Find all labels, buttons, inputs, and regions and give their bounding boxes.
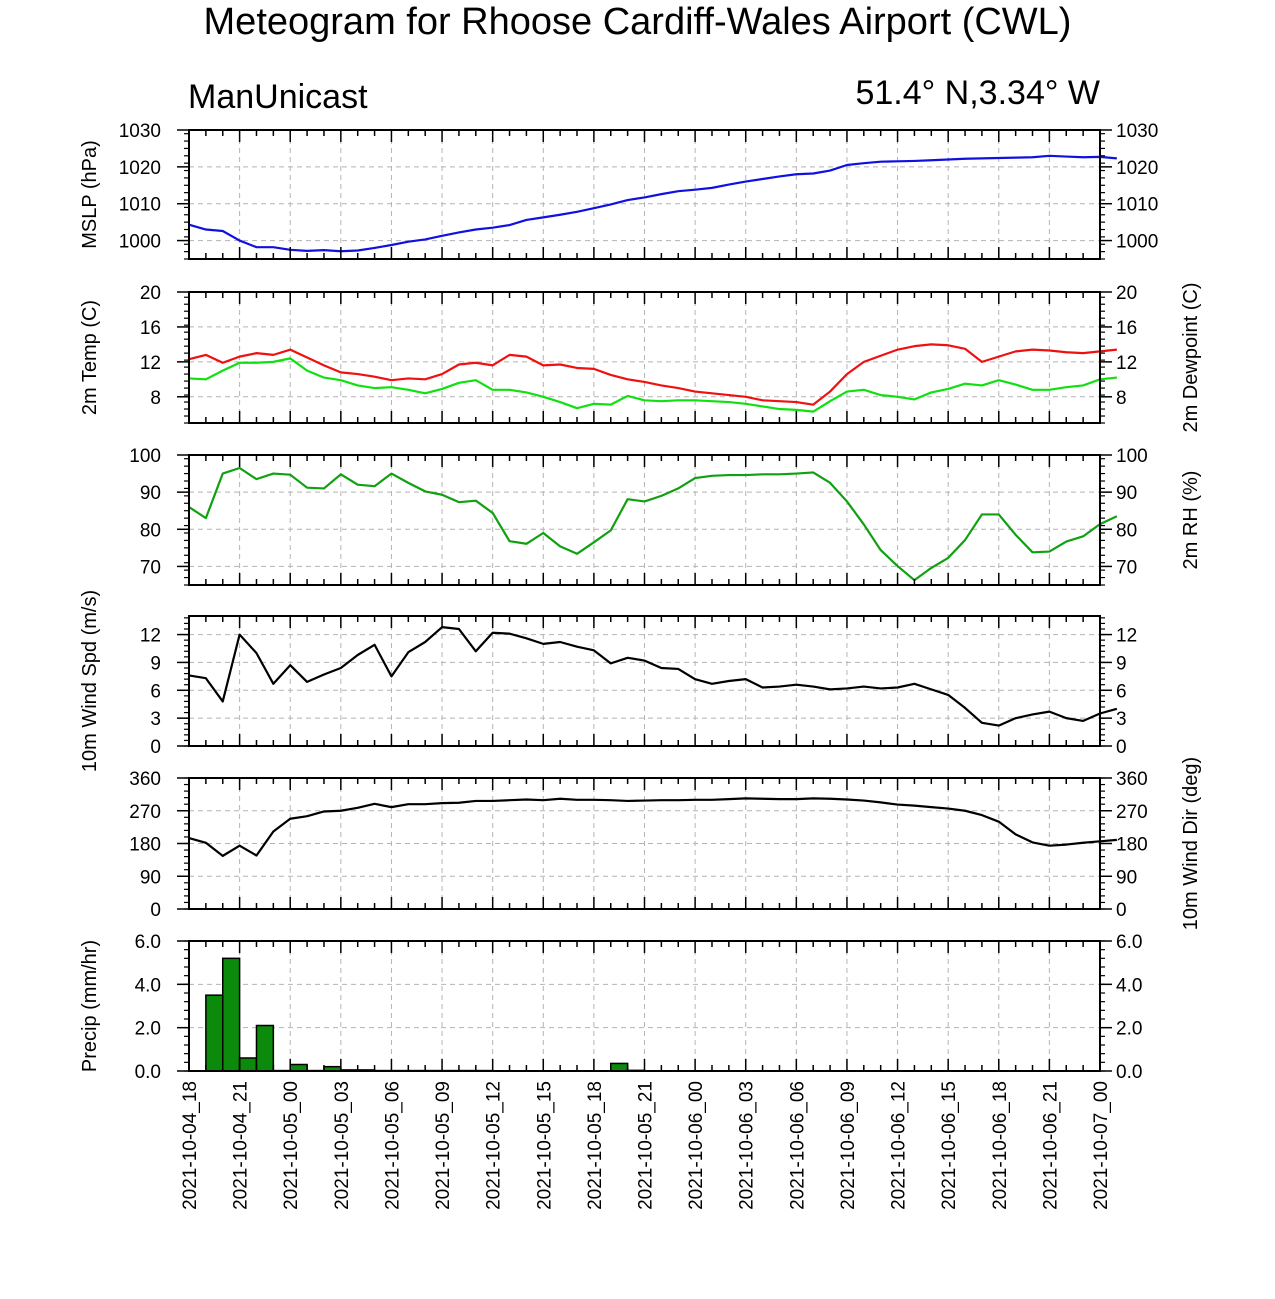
y-tick-label-left: 4.0 bbox=[135, 975, 161, 996]
y-axis-title-left: 10m Wind Spd (m/s) bbox=[79, 590, 101, 772]
y-tick-label-left: 90 bbox=[140, 867, 161, 888]
y-tick-label-left: 100 bbox=[129, 446, 161, 467]
precip-bar bbox=[205, 994, 224, 1072]
x-tick-label: 2021-10-06_00 bbox=[686, 1081, 707, 1210]
panel-6: 0.0 0.0 2.0 2.0 4.0 4.0 6.0 6.0 Precip (mm/hr) bbox=[79, 932, 1142, 1083]
panel-5: 0 0 90 90 180 180 270 270 360 360 10m Wind Dir (de… bbox=[129, 757, 1202, 930]
x-tick-label: 2021-10-05_12 bbox=[484, 1081, 505, 1210]
series-line-1 bbox=[188, 797, 1117, 857]
y-axis-title-left: Precip (mm/hr) bbox=[79, 940, 101, 1072]
location-label: 51.4° N,3.34° W bbox=[855, 74, 1100, 112]
x-tick-label: 2021-10-06_15 bbox=[939, 1081, 960, 1210]
series-line-1 bbox=[188, 466, 1118, 582]
y-tick-label-right: 1020 bbox=[1116, 158, 1158, 179]
y-tick-label-left: 270 bbox=[129, 802, 161, 823]
series-line-1 bbox=[188, 626, 1118, 727]
y-tick-label-right: 6 bbox=[1116, 681, 1127, 702]
y-tick-label-right: 1000 bbox=[1116, 232, 1158, 253]
y-tick-label-left: 1010 bbox=[119, 195, 161, 216]
y-tick-label-right: 180 bbox=[1116, 835, 1148, 856]
panel-1: 1000 1000 1010 1010 1020 1020 1030 1030 MSLP (hP… bbox=[79, 121, 1158, 260]
x-tick-label: 2021-10-06_03 bbox=[737, 1081, 758, 1210]
y-tick-label-right: 4.0 bbox=[1116, 975, 1142, 996]
y-tick-label-left: 9 bbox=[150, 653, 161, 674]
y-tick-label-left: 90 bbox=[140, 483, 161, 504]
y-tick-label-right: 12 bbox=[1116, 353, 1137, 374]
precip-bar bbox=[255, 1024, 275, 1072]
y-axis-title-left: 2m Temp (C) bbox=[79, 300, 101, 415]
y-tick-label-left: 3 bbox=[150, 709, 161, 730]
y-tick-label-right: 1010 bbox=[1116, 195, 1158, 216]
y-tick-label-left: 0 bbox=[150, 737, 161, 758]
x-tick-label: 2021-10-05_09 bbox=[433, 1081, 454, 1210]
y-tick-label-left: 12 bbox=[140, 353, 161, 374]
y-tick-label-right: 20 bbox=[1116, 283, 1137, 304]
x-tick-label: 2021-10-05_06 bbox=[382, 1081, 403, 1210]
series-line-2 bbox=[188, 357, 1117, 413]
y-tick-label-right: 0 bbox=[1116, 900, 1127, 921]
y-tick-label-right: 6.0 bbox=[1116, 932, 1142, 953]
y-tick-label-right: 16 bbox=[1116, 318, 1137, 339]
y-tick-label-right: 1030 bbox=[1116, 121, 1158, 142]
y-axis-title-right: 2m Dewpoint (C) bbox=[1180, 282, 1202, 432]
y-tick-label-left: 1020 bbox=[119, 158, 161, 179]
y-tick-label-left: 1000 bbox=[119, 232, 161, 253]
series-line-1 bbox=[188, 343, 1117, 406]
precip-bar bbox=[238, 1057, 258, 1072]
x-tick-label: 2021-10-06_09 bbox=[838, 1081, 859, 1210]
y-tick-label-right: 2.0 bbox=[1116, 1019, 1142, 1040]
y-axis-title-right: 10m Wind Dir (deg) bbox=[1180, 757, 1202, 930]
y-axis-title-left: MSLP (hPa) bbox=[79, 140, 101, 249]
x-tick-label: 2021-10-06_21 bbox=[1040, 1081, 1061, 1210]
y-tick-label-left: 1030 bbox=[119, 121, 161, 142]
y-tick-label-left: 8 bbox=[150, 388, 161, 409]
y-tick-label-left: 180 bbox=[129, 835, 161, 856]
y-tick-label-left: 0.0 bbox=[135, 1062, 161, 1083]
y-tick-label-left: 80 bbox=[140, 520, 161, 541]
y-tick-label-right: 9 bbox=[1116, 653, 1127, 674]
y-tick-label-left: 6.0 bbox=[135, 932, 161, 953]
x-tick-label: 2021-10-05_03 bbox=[332, 1081, 353, 1210]
y-tick-label-right: 360 bbox=[1116, 769, 1148, 790]
y-tick-label-left: 2.0 bbox=[135, 1019, 161, 1040]
x-tick-label: 2021-10-05_21 bbox=[636, 1081, 657, 1210]
precip-bar bbox=[610, 1062, 629, 1072]
y-tick-label-left: 360 bbox=[129, 769, 161, 790]
y-tick-label-left: 6 bbox=[150, 681, 161, 702]
x-tick-label: 2021-10-04_21 bbox=[231, 1081, 252, 1210]
y-tick-label-right: 100 bbox=[1116, 446, 1148, 467]
x-tick-label: 2021-10-05_18 bbox=[585, 1081, 606, 1210]
panel-4: 0 0 3 3 6 6 9 9 12 12 10m Wind Spd (m/s) bbox=[79, 590, 1137, 772]
y-tick-label-left: 16 bbox=[140, 318, 161, 339]
y-tick-label-right: 0 bbox=[1116, 737, 1127, 758]
y-tick-label-right: 12 bbox=[1116, 626, 1137, 647]
x-tick-label: 2021-10-06_06 bbox=[787, 1081, 808, 1210]
y-tick-label-left: 12 bbox=[140, 626, 161, 647]
chart-title: Meteogram for Rhoose Cardiff-Wales Airpo… bbox=[203, 1, 1072, 43]
x-tick-label: 2021-10-06_18 bbox=[990, 1081, 1011, 1210]
y-tick-label-left: 0 bbox=[150, 900, 161, 921]
y-axis-title-right: 2m RH (%) bbox=[1180, 471, 1202, 570]
model-label: ManUnicast bbox=[188, 78, 368, 116]
y-tick-label-left: 20 bbox=[140, 283, 161, 304]
x-tick-label: 2021-10-04_18 bbox=[180, 1081, 201, 1210]
y-tick-label-right: 8 bbox=[1116, 388, 1127, 409]
precip-bar bbox=[221, 957, 241, 1072]
y-tick-label-right: 270 bbox=[1116, 802, 1148, 823]
y-tick-label-right: 80 bbox=[1116, 520, 1137, 541]
y-tick-label-right: 90 bbox=[1116, 483, 1137, 504]
y-tick-label-right: 0.0 bbox=[1116, 1062, 1142, 1083]
y-tick-label-right: 3 bbox=[1116, 709, 1127, 730]
x-tick-label: 2021-10-05_15 bbox=[534, 1081, 555, 1210]
x-tick-label: 2021-10-05_00 bbox=[281, 1081, 302, 1210]
panel-2: 8 8 12 12 16 16 20 20 2m Temp (C) 2m Dewpoint (C) bbox=[79, 282, 1202, 432]
y-tick-label-right: 90 bbox=[1116, 867, 1137, 888]
y-tick-label-left: 70 bbox=[140, 557, 161, 578]
series-line-1 bbox=[188, 154, 1117, 253]
x-tick-label: 2021-10-06_12 bbox=[889, 1081, 910, 1210]
y-tick-label-right: 70 bbox=[1116, 557, 1137, 578]
x-tick-label: 2021-10-07_00 bbox=[1091, 1081, 1112, 1210]
panel-3: 70 70 80 80 90 90 100 100 2m RH (%) bbox=[129, 446, 1202, 586]
